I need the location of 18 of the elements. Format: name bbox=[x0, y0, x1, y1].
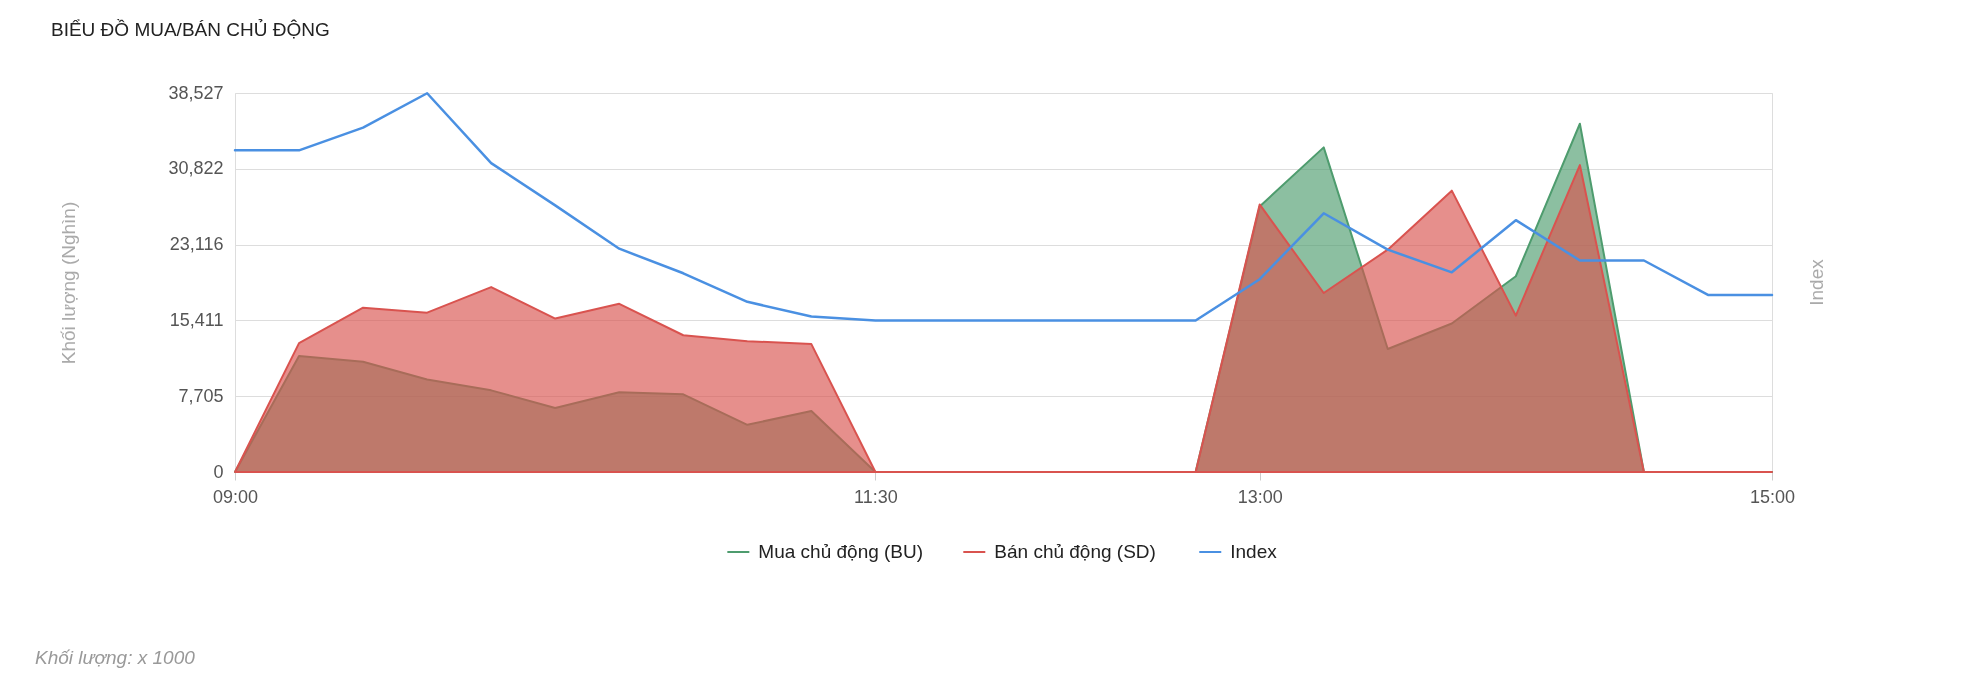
y-tick-label: 30,822 bbox=[168, 158, 224, 179]
y-tick-label: 15,411 bbox=[169, 309, 224, 330]
y-axis-title: Khối lượng (Nghìn) bbox=[57, 201, 79, 365]
x-tick-label: 13:00 bbox=[1237, 486, 1283, 507]
x-tick-label: 09:00 bbox=[212, 486, 259, 507]
x-tick-label: 11:30 bbox=[854, 486, 898, 507]
y-tick-label: 38,527 bbox=[168, 82, 224, 103]
y-tick-label: 23,116 bbox=[169, 234, 224, 255]
y2-axis-title: Index bbox=[1806, 258, 1827, 306]
y-tick-label: 0 bbox=[213, 461, 224, 482]
y-tick-label: 7,705 bbox=[178, 385, 224, 406]
legend-label: Bán chủ động (SD) bbox=[994, 541, 1156, 562]
line-series bbox=[233, 92, 1774, 322]
text: Khối lượng: x 1000 bbox=[35, 647, 196, 668]
legend-label: Index bbox=[1230, 541, 1278, 562]
chart-title: BIỂU ĐỒ MUA/BÁN CHỦ ĐỘNG bbox=[51, 19, 330, 40]
legend-label: Mua chủ động (BU) bbox=[758, 541, 924, 562]
x-tick-label: 15:00 bbox=[1749, 486, 1796, 507]
